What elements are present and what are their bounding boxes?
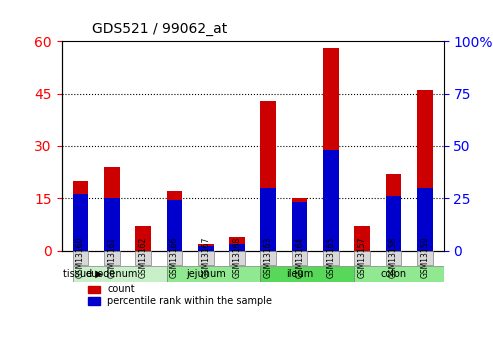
FancyBboxPatch shape	[292, 250, 308, 265]
Bar	[386, 196, 401, 250]
Text: GDS521 / 99062_at: GDS521 / 99062_at	[92, 22, 227, 36]
Bar	[417, 188, 433, 250]
Text: jejunum: jejunum	[186, 269, 226, 279]
Bar	[104, 167, 120, 250]
FancyBboxPatch shape	[323, 250, 339, 265]
FancyBboxPatch shape	[229, 250, 245, 265]
Bar	[417, 90, 433, 250]
Bar	[292, 203, 308, 250]
Bar	[167, 191, 182, 250]
Bar	[88, 297, 100, 305]
Text: GSM13165: GSM13165	[326, 237, 335, 278]
Bar	[88, 286, 100, 293]
Text: GSM13168: GSM13168	[233, 237, 242, 278]
Text: GSM13159: GSM13159	[421, 237, 429, 278]
Text: GSM13166: GSM13166	[170, 237, 179, 278]
Bar	[167, 200, 182, 250]
FancyBboxPatch shape	[135, 250, 151, 265]
Bar	[323, 150, 339, 250]
Bar	[323, 48, 339, 250]
FancyBboxPatch shape	[386, 250, 401, 265]
FancyBboxPatch shape	[354, 250, 370, 265]
FancyBboxPatch shape	[72, 250, 88, 265]
FancyBboxPatch shape	[198, 250, 213, 265]
Text: GSM13167: GSM13167	[201, 237, 210, 278]
Text: GSM13162: GSM13162	[139, 237, 147, 278]
FancyBboxPatch shape	[167, 250, 182, 265]
Bar	[135, 226, 151, 250]
Bar	[260, 101, 276, 250]
FancyBboxPatch shape	[72, 266, 167, 282]
Bar	[229, 244, 245, 250]
Bar	[198, 244, 213, 250]
Text: GSM13163: GSM13163	[264, 237, 273, 278]
FancyBboxPatch shape	[417, 250, 433, 265]
Bar	[229, 237, 245, 250]
Text: count: count	[107, 285, 135, 295]
Bar	[104, 198, 120, 250]
Bar	[260, 188, 276, 250]
FancyBboxPatch shape	[167, 266, 260, 282]
Text: tissue ▶: tissue ▶	[63, 269, 103, 279]
FancyBboxPatch shape	[260, 250, 276, 265]
Text: GSM13158: GSM13158	[389, 237, 398, 278]
FancyBboxPatch shape	[260, 266, 354, 282]
FancyBboxPatch shape	[354, 266, 449, 282]
Bar	[72, 181, 88, 250]
Text: percentile rank within the sample: percentile rank within the sample	[107, 296, 273, 306]
FancyBboxPatch shape	[104, 250, 120, 265]
Bar	[386, 174, 401, 250]
Text: GSM13161: GSM13161	[107, 237, 116, 278]
Bar	[354, 226, 370, 250]
Text: duodenum: duodenum	[86, 269, 138, 279]
Bar	[292, 198, 308, 250]
Text: colon: colon	[381, 269, 407, 279]
Text: GSM13157: GSM13157	[358, 237, 367, 278]
Text: GSM13164: GSM13164	[295, 237, 304, 278]
Text: ileum: ileum	[286, 269, 313, 279]
Text: GSM13160: GSM13160	[76, 237, 85, 278]
Bar	[198, 246, 213, 250]
Bar	[72, 194, 88, 250]
